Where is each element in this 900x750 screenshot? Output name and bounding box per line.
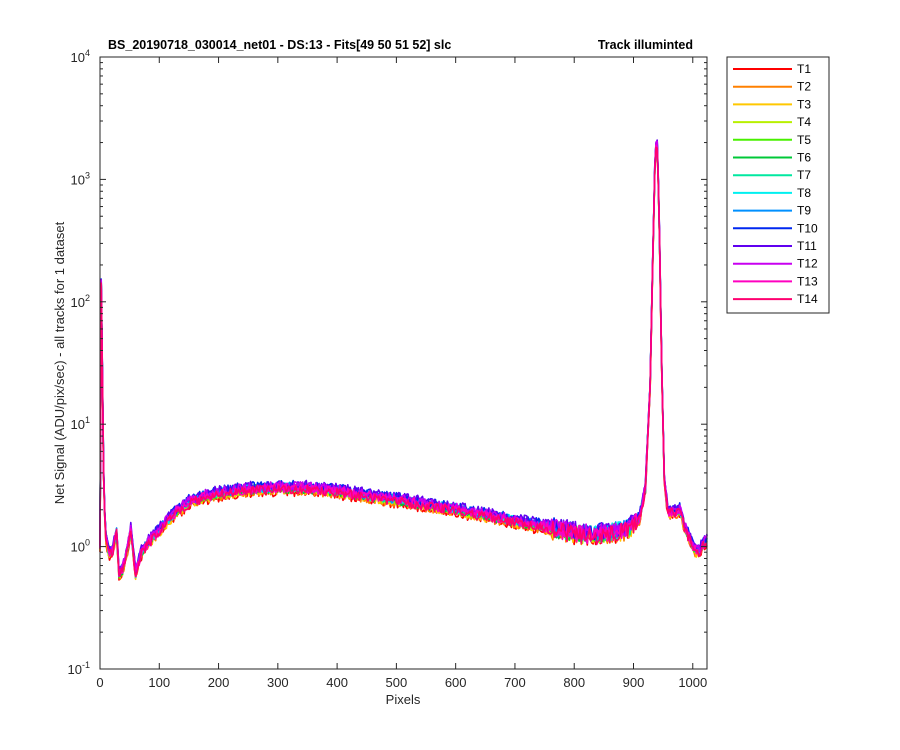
legend-label-t7: T7 [797, 168, 811, 182]
legend: T1 T2 T3 T4 T5 T6 T7 T8 T9 T10 T11 T12 T13 T14 [726, 56, 830, 314]
x-tick-label: 200 [208, 675, 230, 690]
legend-label-t10: T10 [797, 221, 818, 235]
x-tick-label: 800 [563, 675, 585, 690]
x-tick-label: 0 [96, 675, 103, 690]
y-tick-label: 102 [71, 293, 90, 310]
legend-label-t14: T14 [797, 292, 818, 306]
x-tick-label: 700 [504, 675, 526, 690]
legend-label-t13: T13 [797, 274, 818, 288]
series-line-t14 [99, 146, 708, 578]
x-tick-label: 100 [148, 675, 170, 690]
x-tick-label: 400 [326, 675, 348, 690]
legend-label-t1: T1 [797, 62, 811, 76]
y-tick-label: 100 [71, 538, 90, 555]
y-tick-label: 103 [71, 170, 90, 187]
chart-title: BS_20190718_030014_net01 - DS:13 - Fits[… [108, 38, 451, 52]
series-line-t13 [99, 144, 708, 574]
y-tick-label: 101 [71, 415, 90, 432]
y-axis-label: Net Signal (ADU/pix/sec) - all tracks fo… [52, 221, 67, 504]
legend-label-t9: T9 [797, 204, 811, 218]
x-tick-label: 500 [386, 675, 408, 690]
legend-label-t3: T3 [797, 97, 811, 111]
legend-label-t8: T8 [797, 186, 811, 200]
chart-title-right: Track illuminted [598, 38, 693, 52]
legend-label-t6: T6 [797, 151, 811, 165]
series-layer [99, 139, 708, 581]
y-axis-ticks: 10-1 100 101 102 103 104 [68, 48, 707, 677]
y-tick-label: 10-1 [68, 660, 90, 677]
legend-label-t5: T5 [797, 133, 811, 147]
legend-label-t12: T12 [797, 257, 818, 271]
legend-label-t2: T2 [797, 80, 811, 94]
legend-label-t11: T11 [797, 239, 817, 253]
x-tick-label: 1000 [678, 675, 707, 690]
legend-box [726, 56, 830, 314]
x-axis-label: Pixels [386, 692, 421, 707]
plot-area [100, 57, 707, 669]
x-tick-label: 300 [267, 675, 289, 690]
x-tick-label: 900 [623, 675, 645, 690]
plot-frame [99, 56, 708, 670]
x-axis-ticks: 0 100 200 300 400 500 600 700 800 900 1000 [96, 57, 707, 690]
y-tick-label: 104 [71, 48, 90, 65]
legend-label-t4: T4 [797, 115, 811, 129]
x-tick-label: 600 [445, 675, 467, 690]
